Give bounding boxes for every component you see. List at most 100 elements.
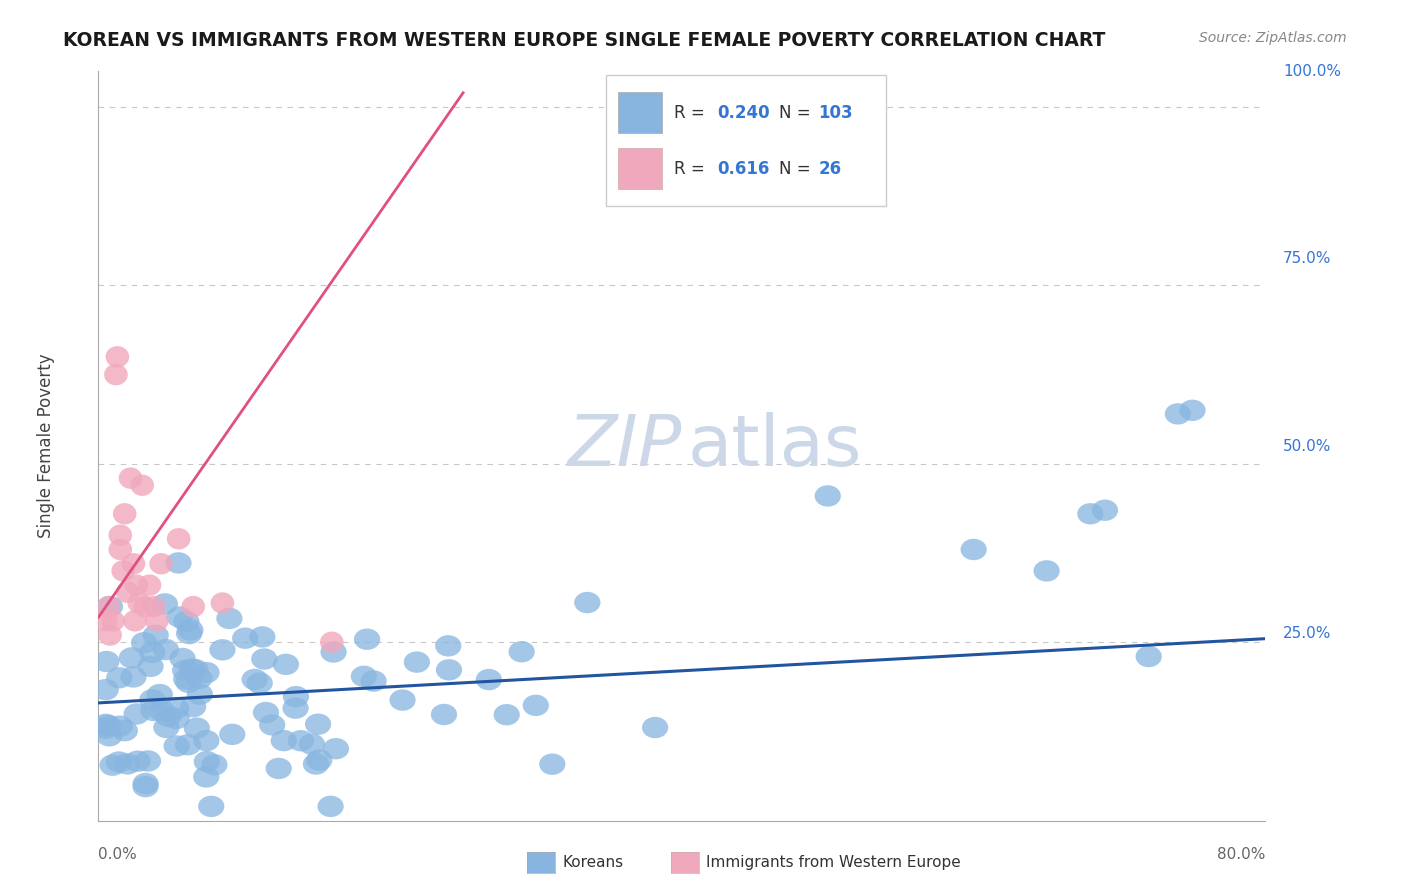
Ellipse shape (170, 648, 195, 669)
Ellipse shape (253, 702, 280, 723)
Ellipse shape (108, 524, 132, 546)
Ellipse shape (509, 641, 534, 663)
Ellipse shape (132, 776, 159, 797)
Ellipse shape (494, 704, 520, 725)
Ellipse shape (242, 669, 267, 690)
Text: 100.0%: 100.0% (1282, 64, 1341, 78)
Ellipse shape (232, 627, 259, 648)
Ellipse shape (173, 611, 200, 632)
FancyBboxPatch shape (617, 92, 662, 133)
Ellipse shape (283, 698, 309, 719)
Ellipse shape (93, 651, 120, 673)
Text: atlas: atlas (688, 411, 862, 481)
Ellipse shape (538, 754, 565, 775)
Ellipse shape (302, 754, 329, 775)
Ellipse shape (574, 592, 600, 614)
Ellipse shape (270, 730, 297, 751)
Text: R =: R = (673, 103, 704, 121)
Ellipse shape (101, 610, 125, 632)
Ellipse shape (176, 623, 202, 644)
Text: 0.0%: 0.0% (98, 847, 138, 862)
Ellipse shape (436, 659, 463, 681)
Ellipse shape (1164, 403, 1191, 425)
Ellipse shape (96, 714, 121, 736)
Ellipse shape (94, 610, 118, 632)
Ellipse shape (152, 593, 179, 615)
Ellipse shape (149, 553, 173, 574)
Ellipse shape (124, 703, 149, 724)
Ellipse shape (93, 718, 120, 739)
Text: 103: 103 (818, 103, 853, 121)
Ellipse shape (166, 552, 191, 574)
Ellipse shape (121, 553, 145, 574)
Ellipse shape (97, 596, 121, 617)
Ellipse shape (1136, 646, 1161, 667)
Ellipse shape (100, 755, 125, 776)
Ellipse shape (118, 467, 142, 489)
Ellipse shape (187, 683, 212, 705)
Ellipse shape (128, 592, 150, 614)
Ellipse shape (149, 700, 176, 722)
Ellipse shape (193, 766, 219, 788)
Ellipse shape (217, 607, 242, 629)
FancyBboxPatch shape (606, 75, 886, 206)
Ellipse shape (163, 735, 190, 756)
Ellipse shape (139, 689, 166, 710)
Ellipse shape (643, 717, 668, 739)
Ellipse shape (104, 364, 128, 385)
Text: KOREAN VS IMMIGRANTS FROM WESTERN EUROPE SINGLE FEMALE POVERTY CORRELATION CHART: KOREAN VS IMMIGRANTS FROM WESTERN EUROPE… (63, 31, 1105, 50)
Ellipse shape (273, 654, 299, 675)
Ellipse shape (179, 658, 205, 680)
Ellipse shape (307, 749, 332, 771)
Ellipse shape (105, 751, 132, 772)
Text: 25.0%: 25.0% (1282, 626, 1331, 640)
Ellipse shape (181, 596, 205, 617)
Text: Koreans: Koreans (562, 855, 623, 870)
Text: R =: R = (673, 160, 704, 178)
Text: Single Female Poverty: Single Female Poverty (37, 354, 55, 538)
Ellipse shape (198, 796, 225, 817)
Ellipse shape (430, 704, 457, 725)
Text: N =: N = (779, 160, 810, 178)
Ellipse shape (201, 754, 228, 775)
Ellipse shape (321, 632, 343, 653)
Text: 75.0%: 75.0% (1282, 252, 1331, 266)
Ellipse shape (180, 696, 207, 717)
Ellipse shape (193, 730, 219, 751)
Ellipse shape (135, 750, 162, 772)
Ellipse shape (305, 714, 332, 735)
Ellipse shape (219, 723, 246, 745)
Ellipse shape (1180, 400, 1205, 421)
Ellipse shape (134, 596, 157, 617)
Ellipse shape (141, 699, 166, 721)
Ellipse shape (259, 714, 285, 736)
Text: Source: ZipAtlas.com: Source: ZipAtlas.com (1199, 31, 1347, 45)
Ellipse shape (97, 596, 124, 617)
Ellipse shape (318, 796, 343, 817)
Ellipse shape (112, 503, 136, 524)
Ellipse shape (153, 639, 179, 660)
Text: 0.616: 0.616 (717, 160, 769, 178)
Ellipse shape (138, 656, 163, 677)
Ellipse shape (163, 698, 190, 719)
Ellipse shape (360, 671, 387, 692)
Ellipse shape (118, 648, 145, 669)
Ellipse shape (131, 632, 157, 654)
Ellipse shape (211, 592, 235, 614)
Ellipse shape (354, 629, 380, 650)
Ellipse shape (187, 668, 212, 690)
Ellipse shape (115, 582, 139, 603)
Ellipse shape (93, 679, 120, 700)
Text: Immigrants from Western Europe: Immigrants from Western Europe (706, 855, 960, 870)
Ellipse shape (173, 668, 200, 690)
Ellipse shape (266, 757, 292, 779)
Ellipse shape (125, 574, 148, 596)
Ellipse shape (93, 714, 120, 735)
Text: 0.240: 0.240 (717, 103, 769, 121)
Ellipse shape (105, 346, 129, 368)
Ellipse shape (323, 738, 349, 759)
Ellipse shape (177, 619, 204, 640)
Ellipse shape (1092, 500, 1118, 521)
Ellipse shape (142, 624, 169, 646)
Ellipse shape (163, 707, 190, 729)
